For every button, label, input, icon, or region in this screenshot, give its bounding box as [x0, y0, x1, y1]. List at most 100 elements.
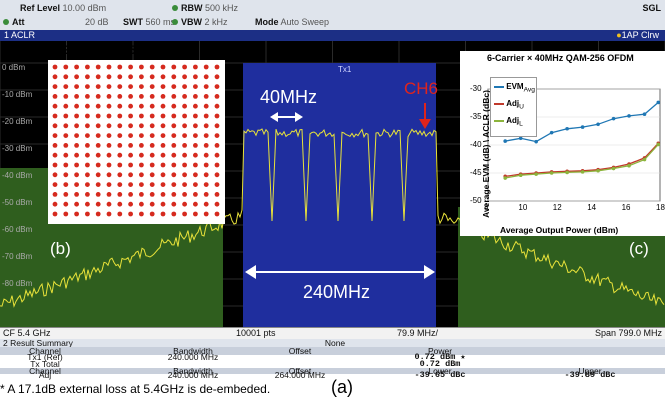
- series-point: [518, 136, 523, 141]
- summary-header-row: Channel Bandwidth Offset Power: [0, 347, 665, 355]
- constellation-point: [128, 103, 134, 109]
- constellation-point: [193, 123, 198, 129]
- constellation-point: [117, 201, 123, 207]
- constellation-point: [203, 152, 209, 158]
- single-sweep-indicator[interactable]: SGL: [642, 3, 661, 13]
- constellation-point: [117, 74, 123, 80]
- constellation-point: [182, 84, 188, 89]
- sweep-mode[interactable]: Mode Auto Sweep: [255, 17, 329, 27]
- constellation-point: [128, 211, 134, 217]
- span[interactable]: Span 799.0 MHz: [594, 328, 662, 338]
- constellation-point: [128, 152, 134, 158]
- constellation-point: [203, 64, 209, 70]
- constellation-point: [117, 103, 123, 109]
- constellation-point: [182, 211, 188, 217]
- constellation-point: [85, 201, 90, 207]
- constellation-point: [95, 103, 101, 109]
- constellation-point: [63, 182, 69, 188]
- constellation-point: [171, 152, 177, 158]
- constellation-point: [149, 143, 155, 148]
- table-row[interactable]: Adj 240.000 MHz 264.000 MHz -39.65 dBc -…: [0, 371, 665, 380]
- constellation-point: [74, 74, 79, 80]
- constellation-point: [203, 94, 209, 99]
- constellation-point: [193, 103, 198, 109]
- mode-value: Auto Sweep: [280, 17, 330, 27]
- constellation-point: [139, 64, 144, 70]
- spectrum-svg: [0, 41, 665, 327]
- mode-label: Mode: [255, 17, 279, 27]
- constellation-point: [128, 94, 134, 99]
- constellation-point: [106, 152, 112, 158]
- constellation-point: [193, 152, 198, 158]
- constellation-point: [63, 123, 69, 129]
- constellation-point: [171, 123, 177, 129]
- table-row[interactable]: Tx Total 0.72 dBm: [0, 359, 665, 369]
- constellation-point: [117, 162, 123, 168]
- constellation-point: [193, 192, 198, 197]
- constellation-point: [117, 192, 123, 197]
- constellation-point: [149, 211, 155, 217]
- constellation-point: [171, 162, 177, 168]
- constellation-point: [139, 94, 144, 99]
- constellation-point: [160, 74, 166, 80]
- center-frequency[interactable]: CF 5.4 GHz: [3, 328, 51, 338]
- constellation-point: [63, 64, 69, 70]
- constellation-point: [85, 172, 90, 178]
- constellation-point: [139, 152, 144, 158]
- constellation-point: [52, 162, 58, 168]
- constellation-point: [203, 162, 209, 168]
- span-per-div: 79.9 MHz/: [397, 328, 439, 338]
- constellation-point: [85, 94, 90, 99]
- power-cell: 0.72 dBm: [419, 359, 461, 369]
- channel-cell: Tx Total: [30, 359, 60, 369]
- constellation-point: [74, 133, 79, 138]
- constellation-point: [139, 211, 144, 217]
- constellation-point: [85, 123, 90, 129]
- constellation-point: [74, 211, 79, 217]
- constellation-point: [214, 123, 220, 129]
- constellation-point: [128, 192, 134, 197]
- spectrum-plot[interactable]: 0 dBm -10 dBm -20 dBm -30 dBm -40 dBm -5…: [0, 41, 665, 327]
- constellation-point: [74, 84, 79, 89]
- series-point: [534, 139, 538, 144]
- constellation-point: [203, 113, 209, 119]
- col-header: Bandwidth: [173, 366, 213, 376]
- window-title-bar[interactable]: 1 ACLR ●1AP Clrw: [0, 30, 665, 41]
- constellation-point: [149, 64, 155, 70]
- constellation-point: [52, 64, 58, 70]
- vbw[interactable]: VBW 2 kHz: [172, 17, 228, 27]
- constellation-point: [106, 84, 112, 89]
- constellation-point: [63, 172, 69, 178]
- constellation-point: [149, 152, 155, 158]
- inset-x-tick: 10: [518, 203, 528, 212]
- table-row[interactable]: Tx1 (Ref) 240.000 MHz 0.72 dBm ★: [0, 353, 665, 362]
- constellation-point: [95, 143, 101, 148]
- rbw[interactable]: RBW 500 kHz: [172, 3, 238, 13]
- constellation-point: [63, 133, 69, 138]
- constellation-point: [85, 113, 90, 119]
- constellation-point: [214, 94, 220, 99]
- series-point: [534, 172, 538, 176]
- constellation-point: [117, 143, 123, 148]
- series-point: [503, 176, 508, 180]
- constellation-point: [193, 201, 198, 207]
- constellation-point: [160, 113, 166, 119]
- inset-x-tick: 18: [656, 203, 665, 212]
- legend-sub: L: [519, 120, 523, 128]
- constellation-point: [106, 182, 112, 188]
- constellation-point: [171, 113, 177, 119]
- ref-level[interactable]: Ref Level 10.00 dBm: [20, 3, 106, 13]
- constellation-point: [193, 113, 198, 119]
- attenuation[interactable]: Att 20 dB: [3, 17, 109, 27]
- constellation-point: [74, 94, 79, 99]
- constellation-point: [139, 74, 144, 80]
- constellation-point: [193, 133, 198, 138]
- trace-badge-label: 1AP Clrw: [621, 30, 659, 40]
- constellation-point: [171, 143, 177, 148]
- series-point: [549, 171, 554, 175]
- constellation-point: [160, 162, 166, 168]
- constellation-point: [52, 84, 58, 89]
- constellation-point: [52, 133, 58, 138]
- constellation-point: [74, 152, 79, 158]
- sweep-time[interactable]: SWT 560 ms: [123, 17, 175, 27]
